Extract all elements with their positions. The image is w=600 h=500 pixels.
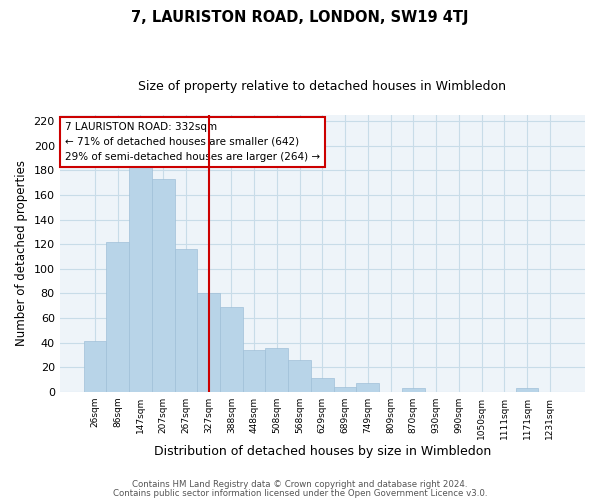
Bar <box>288 360 311 392</box>
Bar <box>265 348 288 392</box>
X-axis label: Distribution of detached houses by size in Wimbledon: Distribution of detached houses by size … <box>154 444 491 458</box>
Bar <box>83 342 106 392</box>
Text: Contains public sector information licensed under the Open Government Licence v3: Contains public sector information licen… <box>113 488 487 498</box>
Bar <box>334 387 356 392</box>
Y-axis label: Number of detached properties: Number of detached properties <box>15 160 28 346</box>
Bar <box>106 242 129 392</box>
Bar <box>197 294 220 392</box>
Text: Contains HM Land Registry data © Crown copyright and database right 2024.: Contains HM Land Registry data © Crown c… <box>132 480 468 489</box>
Bar <box>152 179 175 392</box>
Bar <box>220 307 243 392</box>
Bar <box>356 384 379 392</box>
Bar <box>515 388 538 392</box>
Text: 7, LAURISTON ROAD, LONDON, SW19 4TJ: 7, LAURISTON ROAD, LONDON, SW19 4TJ <box>131 10 469 25</box>
Bar <box>175 249 197 392</box>
Bar <box>402 388 425 392</box>
Title: Size of property relative to detached houses in Wimbledon: Size of property relative to detached ho… <box>139 80 506 93</box>
Bar <box>129 166 152 392</box>
Bar <box>311 378 334 392</box>
Bar <box>243 350 265 392</box>
Text: 7 LAURISTON ROAD: 332sqm
← 71% of detached houses are smaller (642)
29% of semi-: 7 LAURISTON ROAD: 332sqm ← 71% of detach… <box>65 122 320 162</box>
